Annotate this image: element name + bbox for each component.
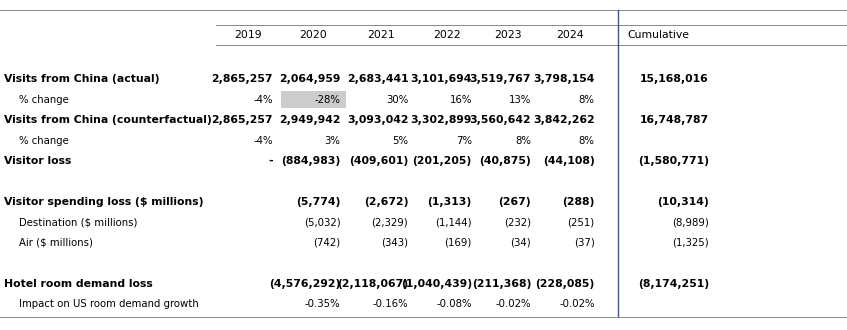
Text: -0.02%: -0.02%	[495, 299, 531, 309]
FancyBboxPatch shape	[281, 91, 346, 108]
Text: 7%: 7%	[456, 136, 472, 146]
Text: 3,302,899: 3,302,899	[411, 115, 472, 125]
Text: 16%: 16%	[450, 95, 472, 105]
Text: 3,798,154: 3,798,154	[534, 74, 595, 84]
Text: (409,601): (409,601)	[349, 156, 408, 166]
Text: (8,989): (8,989)	[672, 217, 709, 227]
Text: (1,313): (1,313)	[428, 197, 472, 207]
Text: (34): (34)	[511, 238, 531, 248]
Text: 5%: 5%	[392, 136, 408, 146]
Text: (267): (267)	[498, 197, 531, 207]
Text: 3,560,642: 3,560,642	[469, 115, 531, 125]
Text: Visitor loss: Visitor loss	[4, 156, 72, 166]
Text: (4,576,292): (4,576,292)	[269, 279, 340, 289]
Text: (742): (742)	[313, 238, 340, 248]
Text: 8%: 8%	[579, 95, 595, 105]
Text: Cumulative: Cumulative	[628, 30, 689, 40]
Text: (1,580,771): (1,580,771)	[638, 156, 709, 166]
Text: (1,040,439): (1,040,439)	[401, 279, 472, 289]
Text: (169): (169)	[445, 238, 472, 248]
Text: 3,101,694: 3,101,694	[411, 74, 472, 84]
Text: 2022: 2022	[433, 30, 461, 40]
Text: 2021: 2021	[368, 30, 395, 40]
Text: % change: % change	[19, 95, 69, 105]
Text: (1,325): (1,325)	[673, 238, 709, 248]
Text: Visits from China (actual): Visits from China (actual)	[4, 74, 160, 84]
Text: 13%: 13%	[509, 95, 531, 105]
Text: 2,064,959: 2,064,959	[280, 74, 340, 84]
Text: (343): (343)	[381, 238, 408, 248]
Text: -0.16%: -0.16%	[373, 299, 408, 309]
Text: 8%: 8%	[579, 136, 595, 146]
Text: (5,774): (5,774)	[296, 197, 340, 207]
Text: (2,672): (2,672)	[363, 197, 408, 207]
Text: -0.08%: -0.08%	[436, 299, 472, 309]
Text: (884,983): (884,983)	[281, 156, 340, 166]
Text: -4%: -4%	[253, 95, 273, 105]
Text: 15,168,016: 15,168,016	[640, 74, 709, 84]
Text: 16,748,787: 16,748,787	[639, 115, 709, 125]
Text: 2,949,942: 2,949,942	[279, 115, 340, 125]
Text: 30%: 30%	[386, 95, 408, 105]
Text: Destination ($ millions): Destination ($ millions)	[19, 217, 138, 227]
Text: (37): (37)	[573, 238, 595, 248]
Text: 2023: 2023	[495, 30, 522, 40]
Text: 8%: 8%	[515, 136, 531, 146]
Text: (40,875): (40,875)	[479, 156, 531, 166]
Text: % change: % change	[19, 136, 69, 146]
Text: -0.35%: -0.35%	[305, 299, 340, 309]
Text: Impact on US room demand growth: Impact on US room demand growth	[19, 299, 199, 309]
Text: -: -	[268, 156, 273, 166]
Text: (228,085): (228,085)	[535, 279, 595, 289]
Text: -0.02%: -0.02%	[559, 299, 595, 309]
Text: Visits from China (counterfactual): Visits from China (counterfactual)	[4, 115, 212, 125]
Text: Air ($ millions): Air ($ millions)	[19, 238, 93, 248]
Text: (8,174,251): (8,174,251)	[638, 279, 709, 289]
Text: 3,093,042: 3,093,042	[346, 115, 408, 125]
Text: (2,329): (2,329)	[372, 217, 408, 227]
Text: -28%: -28%	[314, 95, 340, 105]
Text: 2,865,257: 2,865,257	[211, 115, 273, 125]
Text: -4%: -4%	[253, 136, 273, 146]
Text: 2,683,441: 2,683,441	[346, 74, 408, 84]
Text: 2020: 2020	[300, 30, 327, 40]
Text: (44,108): (44,108)	[543, 156, 595, 166]
Text: 2,865,257: 2,865,257	[211, 74, 273, 84]
Text: (1,144): (1,144)	[435, 217, 472, 227]
Text: (2,118,067): (2,118,067)	[337, 279, 408, 289]
Text: (251): (251)	[567, 217, 595, 227]
Text: 2024: 2024	[556, 30, 584, 40]
Text: (211,368): (211,368)	[472, 279, 531, 289]
Text: Hotel room demand loss: Hotel room demand loss	[4, 279, 153, 289]
Text: (288): (288)	[562, 197, 595, 207]
Text: (201,205): (201,205)	[412, 156, 472, 166]
Text: 3,842,262: 3,842,262	[533, 115, 595, 125]
Text: 2019: 2019	[234, 30, 262, 40]
Text: 3%: 3%	[324, 136, 340, 146]
Text: 3,519,767: 3,519,767	[469, 74, 531, 84]
Text: (10,314): (10,314)	[657, 197, 709, 207]
Text: (5,032): (5,032)	[304, 217, 340, 227]
Text: Visitor spending loss ($ millions): Visitor spending loss ($ millions)	[4, 197, 204, 207]
Text: (232): (232)	[504, 217, 531, 227]
